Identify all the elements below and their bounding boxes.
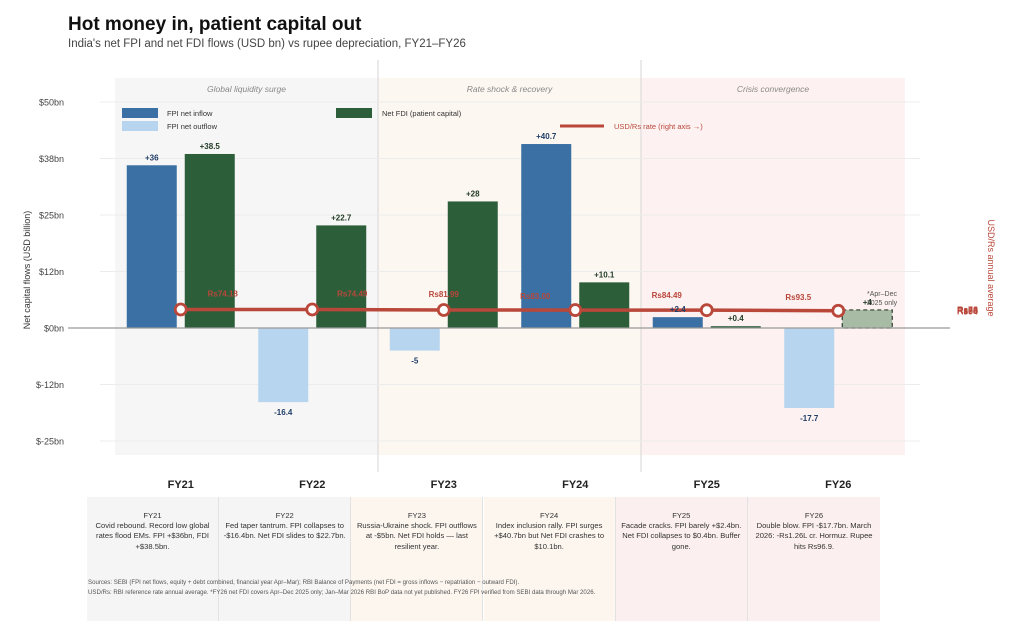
story-card: FY26 Double blow. FPI -$17.7bn. March 202… [748,497,880,621]
y-tick-label: $-12bn [36,380,64,390]
fdi-value-label: +10.1 [594,270,615,279]
fdi-value-label: +28 [466,189,480,198]
fx-rate-label: Rs81.99 [429,290,460,299]
story-card-text: Russia-Ukraine shock. FPI outflows at -$… [356,521,477,551]
x-tick-label: FY22 [299,479,325,491]
y-right-tick-label: Rs94 [957,306,978,316]
fpi-value-label: +40.7 [536,132,557,141]
y-right-axis-title: USD/Rs annual average [986,219,996,316]
fx-rate-label: Rs84.49 [652,291,683,300]
fx-rate-label: Rs93.5 [785,293,811,302]
story-card: FY21 Covid rebound. Record low global rat… [87,497,219,621]
story-card-text: Double blow. FPI -$17.7bn. March 2026: -… [755,521,873,551]
period-label: Crisis convergence [737,84,810,94]
period-label: Global liquidity surge [207,84,286,94]
fpi-value-label: -17.7 [800,414,819,423]
fpi-value-label: -5 [411,357,419,366]
fpi-bar [784,328,835,409]
fdi-value-label: +4 [863,298,873,307]
y-right-tick-label: Rs86 [957,306,978,316]
fpi-bar [521,144,572,328]
legend-swatch-fpi-outflow [122,121,158,131]
story-card-year: FY26 [804,511,824,520]
x-tick-label: FY24 [562,479,589,491]
story-card: FY22 Fed taper tantrum. FPI collapses to … [219,497,352,621]
fdi-value-label: +0.4 [728,314,744,323]
x-tick-label: FY25 [694,479,720,491]
fx-rate-label: Rs74.49 [337,289,368,298]
y-tick-label: $50bn [39,98,64,108]
fpi-bar [652,317,703,328]
fpi-bar [389,328,440,351]
fx-rate-point [831,303,846,318]
fdi-bar [579,282,630,328]
sources-note: Sources: SEBI (FPI net flows, equity + d… [88,578,595,598]
fdi-value-label: +38.5 [200,142,221,151]
y-tick-label: $25bn [39,211,64,221]
legend-label-fx: USD/Rs rate (right axis →) [614,122,703,131]
story-card-year: FY21 [143,511,162,520]
fx-rate-point [173,302,188,317]
fpi-value-label: -16.4 [274,408,293,417]
legend-label-fpi-inflow: FPI net inflow [167,109,213,118]
y-right-tick-label: Rs78 [957,305,978,315]
y-tick-label: $12bn [39,267,64,277]
fpi-value-label: +36 [145,153,159,162]
y-right-tick-label: Rs90 [957,306,978,316]
fpi-value-label: +2.4 [670,305,686,314]
fx-rate-point [305,302,320,317]
story-card: FY25 Facade cracks. FPI barely +$2.4bn. N… [615,497,748,621]
chart-title: Hot money in, patient capital out [68,14,362,35]
story-card-year: FY22 [275,511,294,520]
fx-rate-point [699,303,714,318]
story-card-year: FY23 [407,511,426,520]
story-card-text: Index inclusion rally. FPI surges +$40.7… [494,521,605,551]
story-card-text: Covid rebound. Record low global rates f… [95,521,210,551]
story-card: FY23 Russia-Ukraine shock. FPI outflows a… [351,497,484,621]
period-band [378,78,641,455]
sources-line: USD/Rs: RBI reference rate annual averag… [88,589,596,596]
legend-label-fdi: Net FDI (patient capital) [382,109,462,118]
fpi-bar [126,165,177,328]
fdi-bar [447,201,498,328]
legend-label-fpi-outflow: FPI net outflow [167,122,218,131]
story-card-year: FY25 [672,511,691,520]
fx-rate-point [568,303,583,317]
fpi-bar [258,328,309,403]
fdi-value-label: +22.7 [331,213,352,222]
fdi-bar [710,326,761,328]
fdi-partial-annotation: *Apr–Dec 2025 only [867,291,898,307]
y-right-tick-label: Rs74 [957,305,978,315]
y-tick-label: $0bn [44,324,64,334]
legend-swatch-fpi-inflow [122,108,158,118]
fdi-bar [316,225,367,328]
x-tick-label: FY23 [431,479,457,491]
story-card: FY24 Index inclusion rally. FPI surges +$… [483,497,616,621]
period-label: Rate shock & recovery [467,84,553,94]
story-card-text: Fed taper tantrum. FPI collapses to -$16… [223,521,346,541]
y-axis-title: Net capital flows (USD billion) [22,211,32,330]
x-tick-label: FY26 [825,479,851,491]
story-card-text: Facade cracks. FPI barely +$2.4bn. Net F… [621,521,742,551]
legend-swatch-fdi [336,108,372,118]
chart-subtitle: India's net FPI and net FDI flows (USD b… [68,38,466,50]
story-card-year: FY24 [540,511,559,520]
fx-rate-point [436,303,451,317]
y-right-tick-label: Rs82 [957,306,978,316]
y-tick-label: $-25bn [36,437,64,447]
period-band [641,78,905,455]
y-tick-label: $38bn [39,154,64,164]
fx-rate-label: Rs74.18 [208,289,239,298]
x-tick-label: FY21 [168,479,194,491]
fx-rate-line [180,307,839,313]
sources-line: Sources: SEBI (FPI net flows, equity + d… [88,579,520,586]
fdi-bar [841,309,893,329]
fdi-bar [184,153,235,328]
fx-rate-label: Rs83.00 [520,292,551,301]
